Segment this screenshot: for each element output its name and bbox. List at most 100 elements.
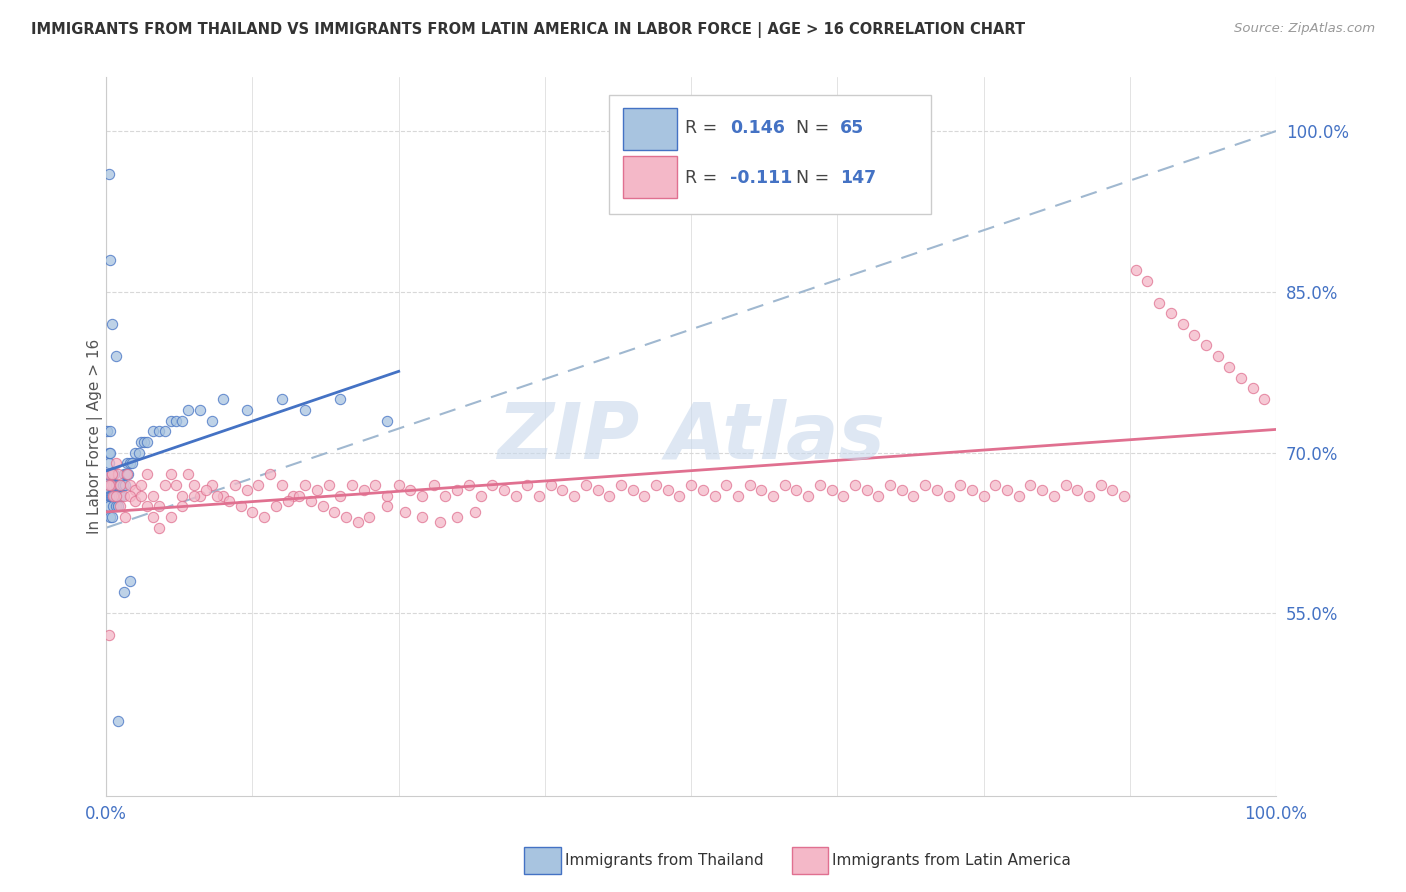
Text: Immigrants from Thailand: Immigrants from Thailand (565, 854, 763, 868)
Point (388, 478, 411, 492)
Point (692, 483, 714, 498)
Point (224, 478, 246, 492)
Point (136, 500, 159, 514)
Point (1206, 349, 1229, 363)
Point (212, 489, 235, 503)
Point (411, 510, 433, 524)
Point (340, 478, 363, 492)
Point (703, 489, 725, 503)
Point (1125, 263, 1147, 277)
Point (117, 467, 139, 482)
Point (1241, 381, 1264, 395)
Point (148, 521, 170, 535)
Point (97, 489, 120, 503)
Point (299, 494, 322, 508)
Point (253, 510, 276, 524)
Point (1112, 489, 1135, 503)
Point (311, 500, 333, 514)
Point (1031, 483, 1053, 498)
Point (103, 489, 125, 503)
Text: 0.146: 0.146 (730, 119, 785, 136)
Point (645, 478, 668, 492)
Point (118, 457, 141, 471)
Point (832, 489, 855, 503)
Point (270, 392, 292, 406)
Point (434, 489, 457, 503)
Point (540, 478, 562, 492)
Point (277, 494, 299, 508)
Point (446, 510, 468, 524)
Point (1066, 483, 1088, 498)
Point (121, 457, 143, 471)
Point (103, 500, 125, 514)
Point (218, 494, 240, 508)
Point (104, 489, 127, 503)
Point (98, 252, 121, 267)
Point (329, 489, 352, 503)
Text: Immigrants from Latin America: Immigrants from Latin America (832, 854, 1071, 868)
Point (124, 494, 146, 508)
Point (100, 478, 122, 492)
Point (1077, 489, 1099, 503)
Point (101, 467, 124, 482)
Point (738, 478, 761, 492)
Point (1218, 359, 1240, 374)
Point (375, 489, 398, 503)
Point (98, 445, 121, 459)
Point (364, 478, 387, 492)
Point (110, 478, 132, 492)
Point (97, 500, 120, 514)
Point (108, 489, 131, 503)
Point (97, 478, 120, 492)
Point (98, 467, 121, 482)
Point (1230, 370, 1253, 384)
Y-axis label: In Labor Force | Age > 16: In Labor Force | Age > 16 (87, 339, 103, 534)
Point (1195, 338, 1218, 352)
Point (399, 483, 422, 498)
Text: IMMIGRANTS FROM THAILAND VS IMMIGRANTS FROM LATIN AMERICA IN LABOR FORCE | AGE >: IMMIGRANTS FROM THAILAND VS IMMIGRANTS F… (31, 22, 1025, 38)
Point (131, 489, 153, 503)
Point (575, 478, 598, 492)
Point (136, 467, 159, 482)
Point (1160, 306, 1182, 320)
Point (960, 483, 983, 498)
Point (97, 628, 120, 642)
Point (97, 457, 120, 471)
Point (112, 467, 135, 482)
Text: 65: 65 (839, 119, 865, 136)
Point (288, 489, 311, 503)
Point (100, 478, 122, 492)
Point (855, 483, 877, 498)
Point (142, 510, 165, 524)
Point (903, 489, 925, 503)
Point (751, 483, 773, 498)
Point (110, 489, 132, 503)
Point (131, 434, 153, 449)
Point (808, 478, 831, 492)
Point (159, 467, 181, 482)
Point (97, 445, 120, 459)
Text: -0.111: -0.111 (730, 169, 792, 187)
Point (207, 489, 229, 503)
Point (172, 413, 194, 427)
Point (973, 489, 995, 503)
Point (110, 500, 132, 514)
Point (657, 483, 679, 498)
Point (112, 585, 135, 599)
Point (346, 516, 368, 530)
Point (429, 516, 451, 530)
Point (621, 483, 644, 498)
Point (229, 500, 252, 514)
Point (1147, 295, 1170, 310)
Point (470, 489, 492, 503)
Point (890, 483, 912, 498)
Point (610, 478, 633, 492)
Point (200, 478, 222, 492)
Point (153, 478, 176, 492)
Point (551, 483, 574, 498)
Point (318, 478, 340, 492)
Point (148, 500, 170, 514)
Point (112, 489, 135, 503)
Point (1101, 483, 1123, 498)
Point (323, 505, 346, 519)
